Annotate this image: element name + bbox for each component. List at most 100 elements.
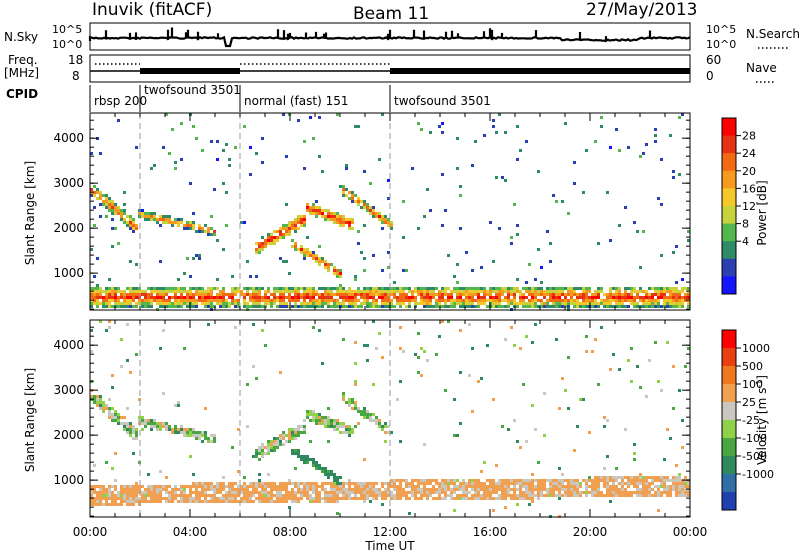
heatmap-cell [393, 479, 396, 482]
heatmap-cell [573, 305, 576, 308]
heatmap-cell [561, 200, 564, 203]
y-tick-label: 4000 [53, 338, 84, 352]
heatmap-cell [231, 482, 234, 485]
heatmap-cell [309, 419, 312, 422]
heatmap-cell [369, 293, 372, 296]
heatmap-cell [537, 491, 540, 494]
heatmap-cell [516, 482, 519, 485]
heatmap-cell [354, 200, 357, 203]
heatmap-cell [684, 494, 687, 497]
heatmap-cell [255, 287, 258, 290]
heatmap-cell [348, 434, 351, 437]
heatmap-cell [315, 419, 318, 422]
heatmap-cell [120, 422, 123, 425]
heatmap-cell [462, 482, 465, 485]
heatmap-cell [528, 491, 531, 494]
heatmap-cell [453, 509, 456, 512]
heatmap-cell [234, 293, 237, 296]
heatmap-cell [189, 488, 192, 491]
heatmap-cell [420, 287, 423, 290]
heatmap-cell [186, 485, 189, 488]
heatmap-cell [354, 302, 357, 305]
heatmap-cell [543, 434, 546, 437]
colorbar-tick-label: -25 [742, 414, 760, 427]
heatmap-cell [225, 143, 228, 146]
heatmap-cell [468, 305, 471, 308]
heatmap-cell [264, 299, 267, 302]
heatmap-cell [579, 482, 582, 485]
heatmap-cell [372, 296, 375, 299]
heatmap-cell [225, 500, 228, 503]
heatmap-cell [219, 482, 222, 485]
heatmap-cell [591, 302, 594, 305]
heatmap-cell [618, 368, 621, 371]
heatmap-cell [309, 485, 312, 488]
heatmap-cell [378, 212, 381, 215]
heatmap-cell [255, 497, 258, 500]
heatmap-cell [381, 497, 384, 500]
heatmap-cell [372, 413, 375, 416]
heatmap-cell [390, 305, 393, 308]
heatmap-cell [585, 494, 588, 497]
heatmap-cell [210, 494, 213, 497]
colorbar-tick-label: 24 [742, 147, 756, 160]
heatmap-cell [333, 500, 336, 503]
heatmap-cell [279, 482, 282, 485]
heatmap-cell [639, 476, 642, 479]
heatmap-cell [264, 494, 267, 497]
heatmap-cell [384, 215, 387, 218]
heatmap-cell [546, 290, 549, 293]
heatmap-cell [480, 485, 483, 488]
heatmap-cell [405, 491, 408, 494]
heatmap-cell [228, 485, 231, 488]
heatmap-cell [135, 296, 138, 299]
heatmap-cell [375, 299, 378, 302]
heatmap-cell [387, 302, 390, 305]
heatmap-cell [534, 299, 537, 302]
heatmap-cell [156, 299, 159, 302]
heatmap-cell [126, 431, 129, 434]
heatmap-cell [324, 290, 327, 293]
heatmap-cell [522, 302, 525, 305]
colorbar-tick-label: 4 [742, 235, 749, 248]
heatmap-cell [417, 293, 420, 296]
heatmap-cell [411, 491, 414, 494]
heatmap-cell [645, 143, 648, 146]
heatmap-cell [558, 293, 561, 296]
heatmap-cell [561, 482, 564, 485]
heatmap-cell [345, 296, 348, 299]
heatmap-cell [90, 350, 93, 353]
heatmap-cell [447, 482, 450, 485]
heatmap-cell [357, 497, 360, 500]
heatmap-cell [585, 293, 588, 296]
heatmap-cell [375, 287, 378, 290]
heatmap-cell [333, 425, 336, 428]
heatmap-cell [546, 479, 549, 482]
heatmap-cell [522, 383, 525, 386]
heatmap-cell [129, 434, 132, 437]
heatmap-cell [312, 206, 315, 209]
heatmap-cell [576, 488, 579, 491]
heatmap-cell [417, 488, 420, 491]
heatmap-cell [234, 146, 237, 149]
heatmap-cell [384, 221, 387, 224]
heatmap-cell [201, 287, 204, 290]
freq-tick-top: 18 [68, 53, 83, 67]
heatmap-cell [279, 443, 282, 446]
heatmap-cell [354, 299, 357, 302]
heatmap-cell [129, 371, 132, 374]
heatmap-cell [312, 458, 315, 461]
heatmap-cell [462, 305, 465, 308]
heatmap-cell [465, 497, 468, 500]
heatmap-cell [474, 482, 477, 485]
heatmap-cell [318, 416, 321, 419]
heatmap-cell [240, 485, 243, 488]
heatmap-cell [306, 458, 309, 461]
heatmap-cell [585, 305, 588, 308]
heatmap-cell [222, 182, 225, 185]
heatmap-cell [564, 302, 567, 305]
heatmap-cell [546, 491, 549, 494]
heatmap-cell [648, 302, 651, 305]
heatmap-cell [306, 413, 309, 416]
heatmap-cell [564, 494, 567, 497]
